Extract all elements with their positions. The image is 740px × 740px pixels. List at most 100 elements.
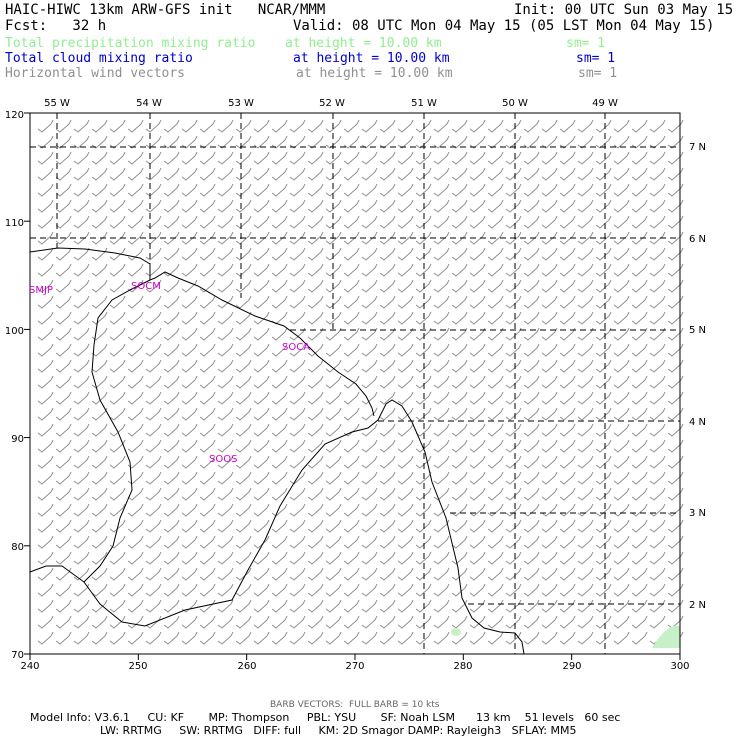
- wind-barb: [559, 615, 576, 629]
- wind-barb: [613, 391, 630, 405]
- wind-barb: [469, 199, 486, 213]
- wind-barb: [433, 295, 450, 309]
- wind-barb: [595, 135, 612, 149]
- wind-barb: [487, 167, 504, 181]
- wind-barb: [361, 311, 378, 325]
- wind-barb: [289, 503, 306, 517]
- wind-barb: [613, 439, 630, 453]
- wind-barb: [667, 455, 684, 469]
- wind-barb: [433, 551, 450, 565]
- wind-barb: [55, 183, 72, 197]
- wind-barb: [577, 359, 594, 373]
- wind-barb: [91, 327, 108, 341]
- wind-barb: [343, 295, 360, 309]
- wind-barb: [469, 295, 486, 309]
- wind-barb: [181, 199, 198, 213]
- wind-barb: [343, 231, 360, 245]
- wind-barb: [505, 183, 522, 197]
- wind-barb: [559, 407, 576, 421]
- wind-barb: [325, 247, 342, 261]
- wind-barb: [307, 567, 324, 581]
- wind-barb: [325, 487, 342, 501]
- wind-barb: [505, 535, 522, 549]
- wind-barb: [109, 247, 126, 261]
- wind-barb: [451, 455, 468, 469]
- field-wind-sm: sm= 1: [578, 66, 618, 81]
- wind-barb: [397, 199, 414, 213]
- wind-barb: [289, 215, 306, 229]
- wind-barb: [253, 567, 270, 581]
- wind-barb: [55, 423, 72, 437]
- wind-barb: [235, 615, 252, 629]
- wind-barb: [37, 535, 54, 549]
- wind-barb: [451, 279, 468, 293]
- wind-barb: [217, 471, 234, 485]
- wind-barb: [37, 327, 54, 341]
- wind-barb: [199, 135, 216, 149]
- wind-barb: [271, 631, 288, 645]
- wind-barb: [595, 567, 612, 581]
- wind-barb: [73, 615, 90, 629]
- wind-barb: [109, 119, 126, 133]
- wind-barb: [577, 119, 594, 133]
- forecast-hour: Fcst: 32 h: [5, 18, 107, 34]
- wind-barb: [55, 119, 72, 133]
- wind-barb: [199, 279, 216, 293]
- wind-barb: [451, 375, 468, 389]
- wind-barb: [271, 215, 288, 229]
- wind-barb: [307, 583, 324, 597]
- wind-barb: [469, 487, 486, 501]
- wind-barb: [397, 535, 414, 549]
- lon-label: 54 W: [136, 98, 162, 109]
- wind-barb: [667, 327, 684, 341]
- wind-barb: [451, 119, 468, 133]
- wind-barb: [631, 567, 648, 581]
- wind-barb: [631, 311, 648, 325]
- wind-barb: [613, 327, 630, 341]
- wind-barb: [73, 375, 90, 389]
- wind-barb: [649, 599, 666, 613]
- wind-barb: [649, 519, 666, 533]
- wind-barb: [55, 551, 72, 565]
- wind-barb: [289, 599, 306, 613]
- wind-barb: [343, 535, 360, 549]
- wind-barb: [145, 503, 162, 517]
- wind-barb: [613, 455, 630, 469]
- wind-barb: [649, 423, 666, 437]
- wind-barb: [235, 599, 252, 613]
- wind-barb: [163, 343, 180, 357]
- wind-barb: [361, 135, 378, 149]
- wind-barb: [667, 535, 684, 549]
- wind-barb: [433, 423, 450, 437]
- wind-barb: [127, 551, 144, 565]
- wind-barb: [181, 599, 198, 613]
- wind-barb: [361, 215, 378, 229]
- wind-barb: [181, 263, 198, 277]
- wind-barb: [649, 231, 666, 245]
- wind-barb: [73, 247, 90, 261]
- wind-barb: [541, 359, 558, 373]
- wind-barb: [397, 615, 414, 629]
- wind-barb: [145, 327, 162, 341]
- wind-barb: [37, 279, 54, 293]
- wind-barb: [631, 615, 648, 629]
- wind-barb: [577, 567, 594, 581]
- wind-barb: [379, 519, 396, 533]
- wind-barb: [91, 151, 108, 165]
- wind-barb: [433, 215, 450, 229]
- wind-barb: [91, 375, 108, 389]
- wind-barb: [55, 535, 72, 549]
- wind-barb: [433, 279, 450, 293]
- wind-barb: [451, 487, 468, 501]
- wind-barb: [523, 295, 540, 309]
- wind-barb: [559, 263, 576, 277]
- wind-barb: [271, 567, 288, 581]
- wind-barb: [325, 295, 342, 309]
- wind-barb: [541, 231, 558, 245]
- wind-barb: [253, 135, 270, 149]
- wind-barb: [433, 567, 450, 581]
- wind-barb: [145, 151, 162, 165]
- wind-barb: [343, 519, 360, 533]
- wind-barb: [631, 599, 648, 613]
